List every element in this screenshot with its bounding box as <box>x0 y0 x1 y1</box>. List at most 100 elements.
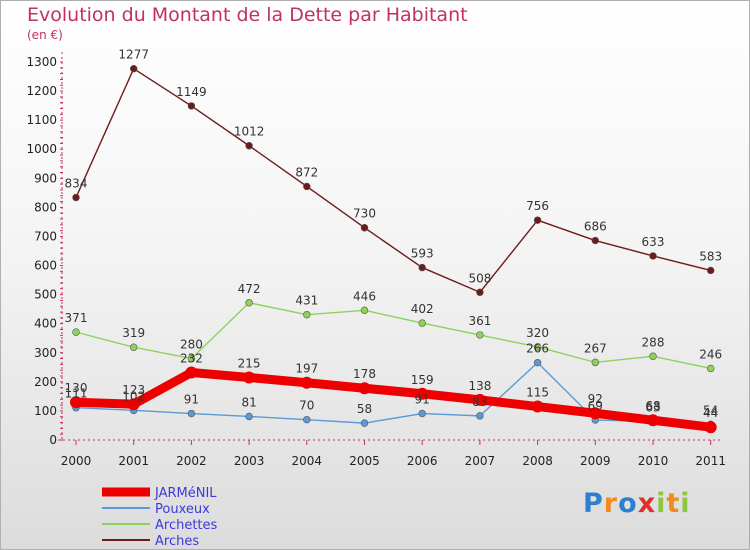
data-label: 232 <box>180 352 203 366</box>
data-point <box>706 266 715 275</box>
y-tick-label: 1000 <box>26 142 57 156</box>
x-tick-label: 2004 <box>292 454 323 468</box>
data-point <box>416 387 429 400</box>
data-label: 159 <box>411 373 434 387</box>
data-label: 91 <box>184 393 199 407</box>
data-label: 102 <box>122 389 145 403</box>
data-label: 593 <box>411 247 434 261</box>
data-point <box>589 407 602 420</box>
data-label: 319 <box>122 326 145 340</box>
data-label: 1012 <box>234 125 265 139</box>
data-point <box>476 331 484 339</box>
data-point <box>476 412 484 420</box>
data-point <box>303 182 311 191</box>
data-point <box>360 224 369 232</box>
x-tick-label: 2010 <box>638 454 669 468</box>
y-tick-label: 600 <box>34 259 57 273</box>
logo-letter: i <box>680 488 691 519</box>
data-point <box>533 358 542 367</box>
data-label: 361 <box>468 314 491 328</box>
y-tick-label: 200 <box>34 375 57 389</box>
data-label: 402 <box>411 302 434 316</box>
data-point <box>476 288 484 296</box>
data-point <box>704 421 717 434</box>
data-point <box>533 343 542 351</box>
data-label: 1277 <box>118 48 149 62</box>
data-label: 215 <box>238 356 261 370</box>
series-line-Pouxeux <box>75 361 711 425</box>
data-label: 246 <box>699 347 722 361</box>
data-label: 280 <box>180 338 203 352</box>
x-tick-label: 2006 <box>407 454 438 468</box>
data-point <box>473 393 486 406</box>
data-label: 266 <box>526 342 549 356</box>
data-label: 91 <box>415 393 430 407</box>
data-label: 130 <box>65 381 88 395</box>
unit-label: (en €) <box>27 28 63 42</box>
data-label: 267 <box>584 341 607 355</box>
data-label: 69 <box>588 399 603 413</box>
data-label: 446 <box>353 289 376 303</box>
data-label: 63 <box>645 401 660 415</box>
data-point <box>187 354 196 363</box>
x-tick-label: 2009 <box>580 454 611 468</box>
data-label: 730 <box>353 207 376 221</box>
data-label: 1149 <box>176 85 207 99</box>
y-tick-label: 1200 <box>26 84 57 98</box>
data-label: 54 <box>703 403 718 417</box>
data-point <box>72 193 80 202</box>
data-point <box>418 409 426 418</box>
data-label: 508 <box>468 271 491 285</box>
data-point <box>130 343 138 351</box>
chart-title: Evolution du Montant de la Dette par Hab… <box>27 4 468 26</box>
data-label: 288 <box>642 335 665 349</box>
data-point <box>245 412 253 421</box>
data-point <box>187 102 196 110</box>
data-point <box>245 299 253 307</box>
y-tick-label: 800 <box>34 200 57 214</box>
data-point <box>243 371 256 384</box>
data-label: 111 <box>65 387 88 401</box>
legend-label: Pouxeux <box>155 502 210 517</box>
data-label: 756 <box>526 199 549 213</box>
data-point <box>360 419 369 427</box>
data-label: 44 <box>703 406 718 420</box>
data-point <box>303 415 311 424</box>
data-label: 123 <box>122 383 145 397</box>
data-point <box>531 400 544 413</box>
legend-label: Arches <box>155 534 199 549</box>
data-label: 70 <box>299 399 314 413</box>
y-tick-label: 500 <box>34 288 57 302</box>
x-tick-label: 2007 <box>465 454 496 468</box>
y-tick-label: 700 <box>34 229 57 243</box>
data-label: 81 <box>241 395 256 409</box>
data-point <box>245 142 253 150</box>
logo-letter: P <box>583 488 604 519</box>
data-label: 83 <box>472 395 487 409</box>
data-point <box>533 216 542 224</box>
logo-letter: r <box>603 488 619 519</box>
data-label: 68 <box>645 399 660 413</box>
data-point <box>358 382 371 395</box>
data-point <box>185 366 198 379</box>
data-point <box>418 319 426 327</box>
data-label: 371 <box>65 311 88 325</box>
x-tick-label: 2003 <box>234 454 265 468</box>
logo-letter: x <box>637 488 657 519</box>
series-line-Arches <box>75 67 711 293</box>
data-point <box>187 409 196 418</box>
x-tick-label: 2008 <box>522 454 553 468</box>
y-tick-label: 400 <box>34 317 57 331</box>
x-tick-label: 2002 <box>176 454 207 468</box>
data-point <box>706 364 715 373</box>
data-point <box>303 310 311 319</box>
y-tick-label: 100 <box>34 404 57 418</box>
data-label: 834 <box>65 176 88 190</box>
data-point <box>649 252 657 260</box>
data-point <box>360 306 369 315</box>
y-tick-label: 0 <box>49 433 57 447</box>
y-tick-label: 1300 <box>26 55 57 69</box>
series-line-JARMéNIL <box>75 368 712 432</box>
legend-label: JARMéNIL <box>154 486 217 501</box>
